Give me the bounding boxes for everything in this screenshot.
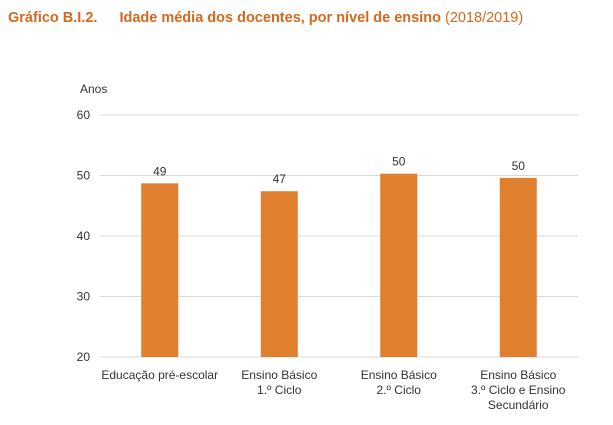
bar [141, 183, 179, 357]
figure-period: (2018/2019) [444, 10, 524, 26]
category-label: Ensino Básico [480, 368, 556, 382]
category-label: Ensino Básico [241, 368, 317, 382]
data-label: 49 [153, 164, 167, 178]
y-tick-label: 50 [77, 169, 91, 183]
bar [260, 191, 298, 357]
bar [380, 173, 418, 357]
figure-label: Gráfico B.I.2. [8, 10, 98, 26]
category-label: Ensino Básico [361, 368, 437, 382]
category-label: 3.º Ciclo e Ensino [471, 383, 566, 397]
y-axis-label: Anos [80, 82, 107, 96]
y-tick-label: 40 [77, 229, 91, 243]
category-label: Secundário [488, 398, 549, 412]
figure-title: Idade média dos docentes, por nível de e… [119, 10, 441, 26]
y-tick-label: 20 [77, 350, 91, 364]
data-label: 47 [273, 172, 287, 186]
y-tick-label: 60 [77, 108, 91, 122]
data-label: 50 [512, 159, 526, 173]
data-label: 50 [392, 155, 406, 169]
category-label: 1.º Ciclo [257, 383, 302, 397]
y-tick-label: 30 [77, 290, 91, 304]
chart-title: Gráfico B.I.2. Idade média dos docentes, … [8, 10, 523, 26]
category-label: Educação pré-escolar [101, 368, 218, 382]
category-label: 2.º Ciclo [377, 383, 422, 397]
bar [499, 177, 537, 357]
